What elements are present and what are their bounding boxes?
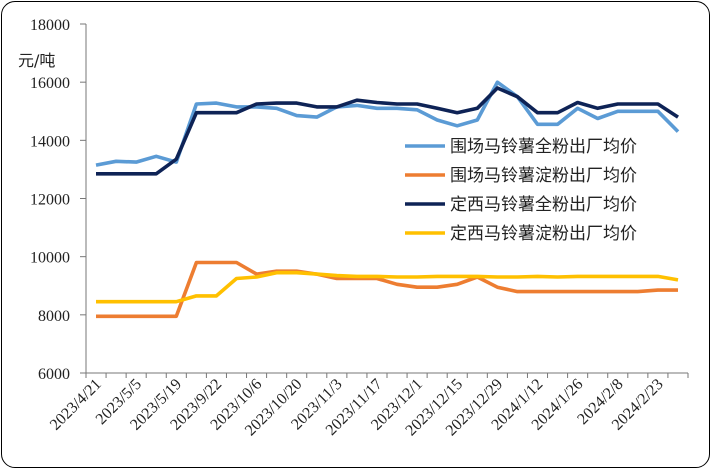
series-line-4 xyxy=(96,270,679,304)
legend-label-4: 定西马铃薯淀粉出厂均价 xyxy=(450,224,637,244)
series-line-2 xyxy=(96,260,678,319)
series-line-3 xyxy=(96,86,679,176)
legend-label-1: 围场马铃薯全粉出厂均价 xyxy=(450,137,637,157)
x-tick-label: 2023/4/21 xyxy=(47,376,105,434)
series-layer xyxy=(95,80,680,319)
y-tick-labels: 6000 8000 10000 12000 14000 16000 18000 xyxy=(30,17,86,383)
y-tick-label: 18000 xyxy=(30,17,70,34)
y-tick-label: 8000 xyxy=(38,308,70,325)
y-tick-label: 6000 xyxy=(38,366,70,383)
y-tick-label: 16000 xyxy=(30,75,70,92)
legend-label-2: 围场马铃薯淀粉出厂均价 xyxy=(450,166,637,186)
series-line-1 xyxy=(95,80,680,167)
y-tick-label: 12000 xyxy=(30,192,70,209)
legend: 围场马铃薯全粉出厂均价围场马铃薯淀粉出厂均价定西马铃薯全粉出厂均价定西马铃薯淀粉… xyxy=(405,137,637,244)
x-tick-labels: 2023/4/212023/5/52023/5/192023/9/222023/… xyxy=(47,373,689,439)
legend-label-3: 定西马铃薯全粉出厂均价 xyxy=(450,195,637,215)
y-axis-unit-label: 元/吨 xyxy=(18,51,55,70)
y-tick-label: 14000 xyxy=(30,133,70,150)
y-tick-label: 10000 xyxy=(30,250,70,267)
